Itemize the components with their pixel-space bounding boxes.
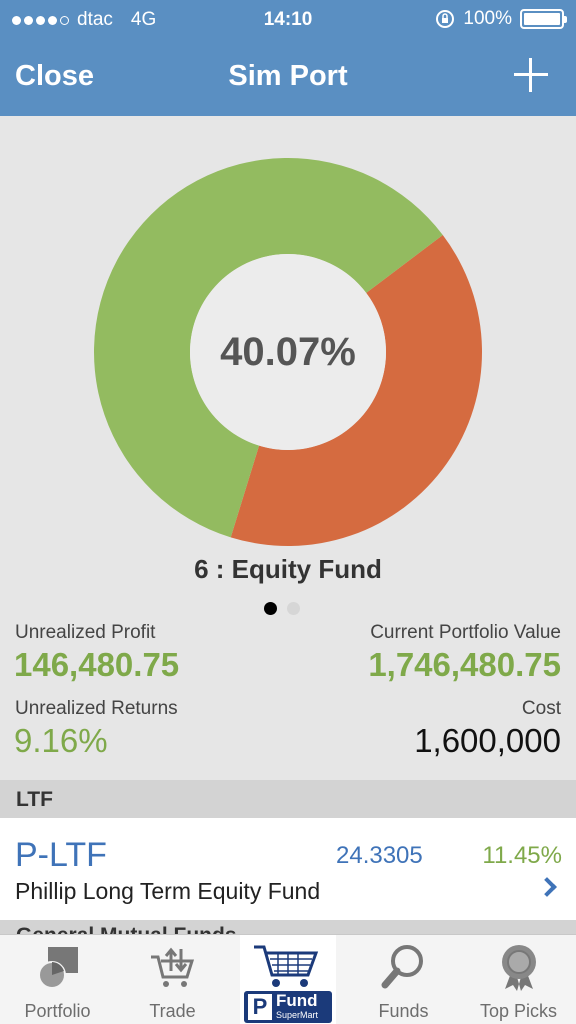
donut-chart[interactable]: [94, 158, 482, 546]
page-title: Sim Port: [228, 60, 348, 92]
tab-trade[interactable]: Trade: [115, 935, 230, 1024]
fund-name: Phillip Long Term Equity Fund: [15, 878, 321, 904]
carrier-name: dtac: [77, 9, 113, 30]
tab-funds[interactable]: Funds: [346, 935, 461, 1024]
status-time: 14:10: [263, 9, 313, 30]
plus-icon[interactable]: [514, 58, 548, 92]
donut-slice-0[interactable]: [230, 235, 482, 546]
fund-return: 11.45%: [482, 842, 562, 869]
ribbon-award-icon: [502, 945, 536, 991]
shopping-cart-icon: [254, 945, 319, 987]
tab-label: Funds: [378, 1001, 429, 1021]
status-right: 100%: [435, 8, 567, 30]
donut-slice-1[interactable]: [94, 158, 443, 538]
unrealized-profit-label: Unrealized Profit: [15, 622, 156, 643]
navigation-bar: dtac 4G 14:10 100% Close Sim Port: [0, 0, 576, 116]
selected-segment-label: 6 : Equity Fund: [194, 554, 382, 584]
cart-arrows-icon: [151, 947, 195, 987]
section-title: LTF: [16, 788, 53, 811]
page-dot-active[interactable]: [264, 602, 277, 615]
logo-subtext: SuperMart: [276, 1010, 319, 1020]
tab-top-picks[interactable]: Top Picks: [461, 935, 576, 1024]
section-header-general: General Mutual Funds: [0, 920, 576, 936]
section-header-ltf: LTF: [0, 780, 576, 818]
tab-label: Portfolio: [24, 1001, 91, 1021]
current-value-label: Current Portfolio Value: [370, 622, 561, 643]
orientation-lock-icon: [436, 10, 455, 28]
donut-hole: [190, 254, 386, 450]
page-dot[interactable]: [287, 602, 300, 615]
tab-bar: Portfolio Trade P Fund SuperMart Funds: [0, 934, 576, 1024]
logo-letter: P: [248, 994, 272, 1020]
page-indicator[interactable]: [264, 602, 300, 615]
portfolio-chart-panel[interactable]: 40.07% 6 : Equity Fund Unrealized Profit…: [0, 116, 576, 780]
section-title: General Mutual Funds: [16, 924, 237, 936]
fund-nav: 24.3305: [336, 842, 423, 869]
network-type: 4G: [130, 9, 157, 30]
fund-row[interactable]: P-LTF 24.3305 11.45% Phillip Long Term E…: [0, 818, 576, 920]
battery-icon: [520, 9, 567, 29]
cost-value: 1,600,000: [414, 722, 561, 759]
current-value: 1,746,480.75: [368, 646, 561, 683]
status-left: dtac 4G: [12, 9, 156, 31]
unrealized-returns-value: 9.16%: [14, 722, 108, 759]
magnifier-icon: [381, 945, 423, 989]
tab-label: Trade: [149, 1001, 196, 1021]
tab-portfolio[interactable]: Portfolio: [0, 935, 115, 1024]
unrealized-profit-value: 146,480.75: [14, 646, 180, 683]
fundsupermart-logo[interactable]: P Fund SuperMart: [244, 991, 332, 1023]
cost-label: Cost: [521, 698, 561, 719]
chevron-right-icon[interactable]: [537, 877, 557, 897]
unrealized-returns-label: Unrealized Returns: [15, 698, 178, 719]
signal-strength-icon: [12, 15, 69, 25]
fund-code: P-LTF: [15, 836, 107, 874]
donut-center-percent: 40.07%: [220, 330, 356, 374]
portfolio-chart-icon: [38, 947, 78, 989]
battery-percent: 100%: [463, 8, 512, 29]
status-bar: dtac 4G 14:10 100%: [0, 0, 576, 40]
close-button[interactable]: Close: [15, 60, 94, 92]
tab-label: Top Picks: [479, 1001, 558, 1021]
logo-text: Fund: [276, 991, 318, 1010]
